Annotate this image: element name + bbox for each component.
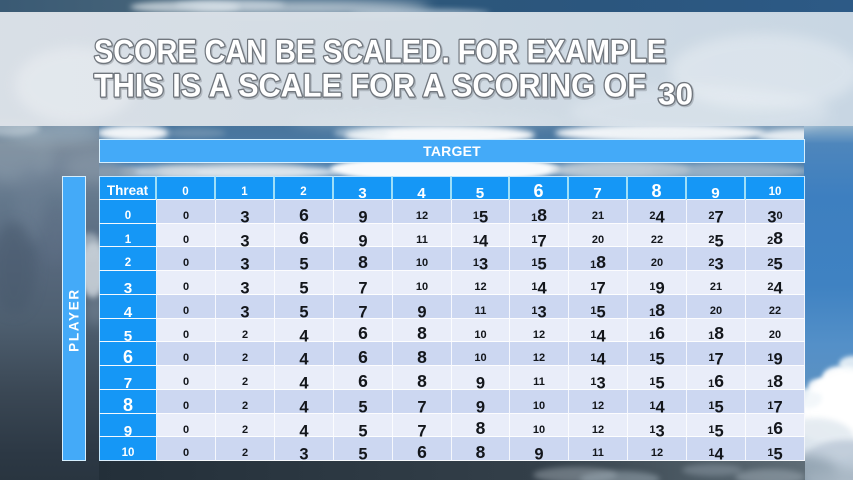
- svg-text:SCORE CAN BE SCALED. FOR EXAMP: SCORE CAN BE SCALED. FOR EXAMPLE: [94, 34, 666, 70]
- svg-text:THIS IS A SCALE FOR A SCORING: THIS IS A SCALE FOR A SCORING OF: [94, 68, 646, 104]
- svg-text:SCORE CAN BE SCALED. FOR EXAMP: SCORE CAN BE SCALED. FOR EXAMPLE: [95, 35, 667, 71]
- svg-text:30: 30: [659, 78, 694, 113]
- svg-text:SCORE CAN BE SCALED. FOR EXAMP: SCORE CAN BE SCALED. FOR EXAMPLE: [94, 34, 666, 70]
- svg-text:30: 30: [658, 77, 693, 112]
- svg-text:THIS IS A SCALE FOR A SCORING: THIS IS A SCALE FOR A SCORING OF: [95, 69, 647, 105]
- svg-text:30: 30: [658, 77, 693, 112]
- svg-text:THIS IS A SCALE FOR A SCORING: THIS IS A SCALE FOR A SCORING OF: [94, 68, 646, 104]
